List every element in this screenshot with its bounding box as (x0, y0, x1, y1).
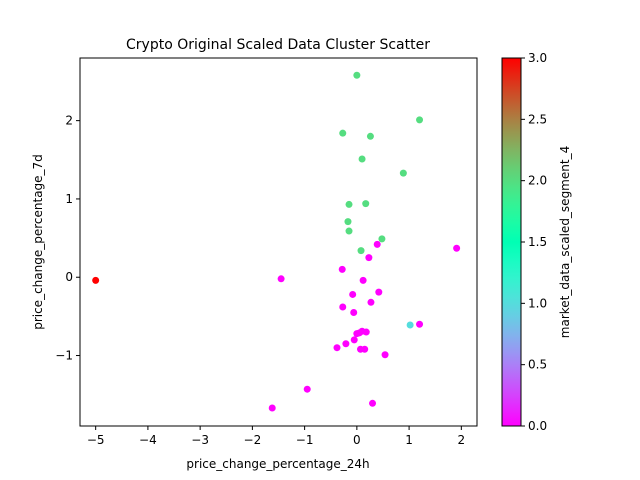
data-point (342, 340, 350, 348)
x-tick-label: 2 (458, 433, 466, 447)
x-tick-label: −5 (87, 433, 105, 447)
data-point (358, 155, 366, 163)
data-point (338, 265, 346, 273)
data-point (339, 303, 347, 311)
x-axis-label: price_change_percentage_24h (186, 457, 369, 471)
data-point (453, 244, 461, 252)
y-tick-label: 0 (65, 270, 73, 284)
data-point (359, 276, 367, 284)
colorbar-tick-label: 0.0 (528, 419, 547, 433)
data-point (357, 247, 365, 255)
x-tick-label: −4 (139, 433, 157, 447)
data-point (375, 288, 383, 296)
data-point (339, 129, 347, 137)
data-point (353, 71, 361, 79)
x-axis-ticks: −5 −4 −3 −2 −1 0 1 2 (87, 426, 465, 447)
data-point (367, 298, 375, 306)
colorbar-tick-label: 2.0 (528, 174, 547, 188)
colorbar-tick-label: 1.5 (528, 235, 547, 249)
data-point (373, 240, 381, 248)
data-point (362, 200, 370, 208)
data-point (277, 275, 285, 283)
colorbar-tick-label: 0.5 (528, 358, 547, 372)
data-point (378, 235, 386, 243)
y-axis-label: price_change_percentage_7d (31, 154, 45, 330)
x-tick-label: 0 (353, 433, 361, 447)
data-point (366, 132, 374, 140)
y-axis-ticks: −1 0 1 2 (55, 114, 80, 363)
y-tick-label: 1 (65, 192, 73, 206)
data-point (353, 330, 361, 338)
data-point (416, 116, 424, 124)
data-point (416, 320, 424, 328)
data-point (399, 169, 407, 177)
colorbar-ticks: 0.0 0.5 1.0 1.5 2.0 2.5 3.0 (521, 51, 547, 433)
data-point (333, 344, 341, 352)
data-point (92, 276, 100, 284)
data-point (362, 328, 370, 336)
data-point (345, 200, 353, 208)
data-point (345, 227, 353, 235)
x-tick-label: −3 (191, 433, 209, 447)
y-tick-label: 2 (65, 114, 73, 128)
data-point (365, 254, 373, 262)
data-point (268, 404, 276, 412)
colorbar-tick-label: 3.0 (528, 51, 547, 65)
colorbar-tick-label: 1.0 (528, 296, 547, 310)
data-point (344, 218, 352, 226)
colorbar (501, 57, 522, 427)
data-point (349, 290, 357, 298)
scatter-points (92, 71, 461, 412)
plot-frame (79, 57, 478, 427)
data-point (350, 336, 358, 344)
chart-title: Crypto Original Scaled Data Cluster Scat… (126, 37, 430, 53)
data-point (381, 351, 389, 359)
data-point (303, 385, 311, 393)
x-tick-label: −2 (244, 433, 262, 447)
data-point (369, 399, 377, 407)
y-tick-label: −1 (55, 349, 73, 363)
x-tick-label: 1 (405, 433, 413, 447)
colorbar-label: market_data_scaled_segment_4 (558, 146, 572, 338)
colorbar-tick-label: 2.5 (528, 112, 547, 126)
x-tick-label: −1 (296, 433, 314, 447)
data-point (350, 308, 358, 316)
data-point (361, 345, 369, 353)
data-point (406, 321, 414, 329)
